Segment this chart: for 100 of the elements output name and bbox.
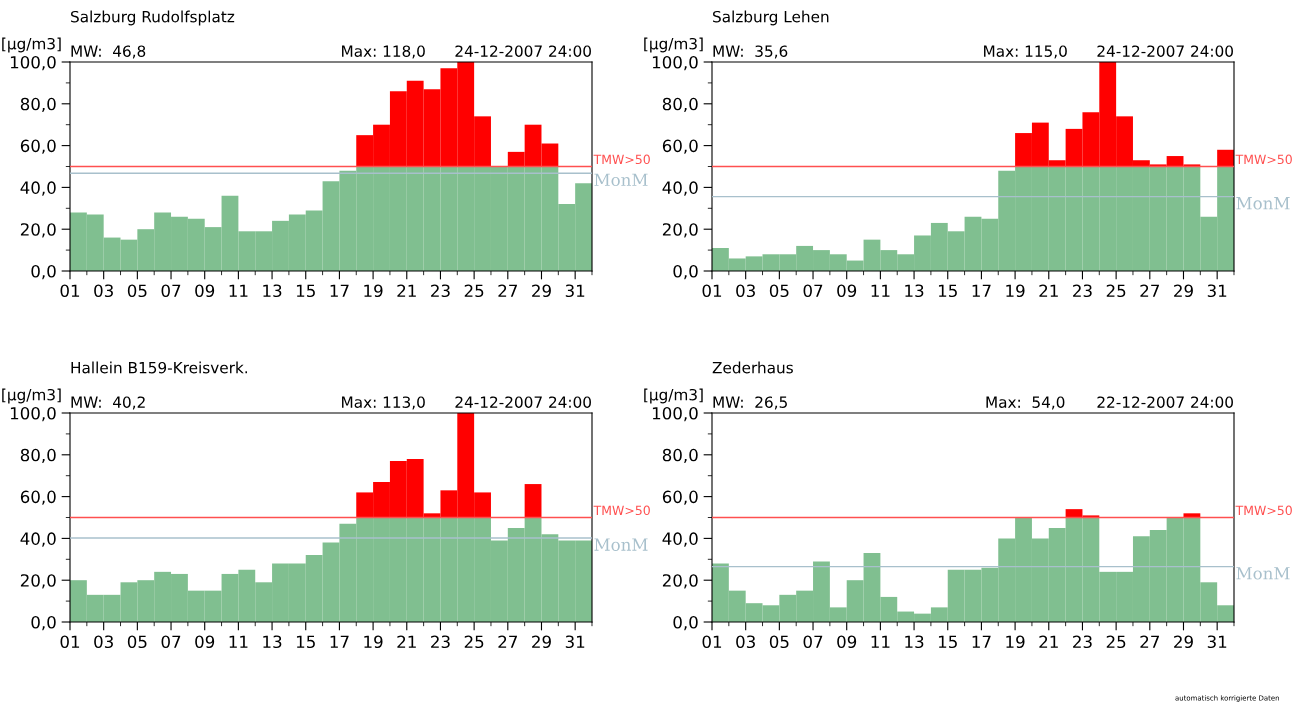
text: Max: 54,0 (986, 396, 1065, 410)
text: MW: 46,8 (71, 45, 146, 59)
x-tick-label: 29 (532, 284, 551, 298)
x-tick-label: 09 (837, 284, 857, 298)
chart-title: Zederhaus (712, 361, 793, 374)
x-tick-label: 29 (1174, 635, 1193, 649)
x-tick-label: 01 (702, 635, 722, 649)
text: 24-12-2007 24:00 (455, 396, 591, 408)
y-tick-label: 100,0 (10, 55, 56, 71)
x-tick-label: 23 (431, 284, 450, 298)
ref-line-label: TMW>50 (1235, 505, 1292, 516)
x-tick-label: 23 (1073, 284, 1092, 298)
x-tick-label: 27 (1140, 635, 1159, 648)
x-tick-label: 11 (871, 635, 890, 648)
x-tick-label: 23 (1073, 635, 1092, 649)
x-tick-label: 21 (397, 635, 416, 648)
text: Max: 115,0 (984, 45, 1067, 59)
y-tick-label: 100,0 (652, 406, 698, 422)
x-tick-label: 11 (871, 284, 890, 297)
x-tick-label: 11 (229, 284, 248, 297)
ref-line-label: MonM (1236, 567, 1290, 580)
y-tick-label: 80,0 (662, 97, 698, 113)
x-tick-label: 27 (498, 635, 517, 648)
y-tick-label: 80,0 (20, 448, 56, 464)
x-tick-label: 15 (938, 284, 957, 298)
y-tick-label: 40,0 (662, 181, 698, 196)
x-tick-label: 03 (736, 284, 755, 298)
x-tick-label: 03 (94, 284, 113, 298)
x-tick-label: 31 (1207, 635, 1227, 649)
x-tick-label: 29 (532, 635, 551, 649)
chart-title: Salzburg Rudolfsplatz (71, 10, 235, 26)
x-tick-label: 01 (60, 635, 80, 649)
text: Max: 113,0 (342, 396, 425, 410)
y-tick-label: 60,0 (662, 139, 698, 154)
x-tick-label: 13 (263, 284, 282, 298)
x-tick-label: 27 (1140, 284, 1159, 297)
x-tick-label: 17 (330, 635, 349, 648)
ref-line-label: TMW>50 (1235, 154, 1292, 165)
y-tick-label: 20,0 (20, 223, 56, 238)
chart-title: Hallein B159-Kreisverk. (71, 361, 248, 374)
text: MW: 26,5 (713, 396, 787, 410)
y-tick-label: 100,0 (10, 406, 56, 422)
ref-line-label: TMW>50 (593, 154, 650, 165)
x-tick-label: 19 (364, 635, 383, 649)
text: 24-12-2007 24:00 (1097, 45, 1233, 57)
y-tick-label: 80,0 (20, 97, 56, 113)
x-tick-label: 05 (127, 635, 147, 649)
text: 22-12-2007 24:00 (1097, 396, 1233, 408)
text: MW: 40,2 (71, 396, 145, 410)
y-axis-title: [µg/m3] (2, 37, 61, 53)
x-tick-label: 05 (769, 284, 789, 298)
y-tick-label: 0,0 (31, 264, 56, 280)
y-tick-label: 60,0 (662, 490, 698, 505)
x-tick-label: 07 (803, 284, 823, 298)
y-tick-label: 60,0 (20, 490, 56, 505)
ref-line-label: MonM (594, 538, 648, 551)
x-tick-label: 09 (837, 635, 857, 649)
x-tick-label: 01 (60, 284, 80, 298)
x-tick-label: 07 (803, 635, 823, 649)
x-tick-label: 17 (330, 284, 349, 297)
x-tick-label: 05 (769, 635, 789, 649)
x-tick-label: 15 (296, 635, 315, 649)
y-axis-title: [µg/m3] (644, 37, 703, 53)
ref-line-label: MonM (1236, 197, 1290, 210)
y-tick-label: 0,0 (31, 615, 56, 631)
x-tick-label: 17 (972, 635, 991, 648)
y-tick-label: 80,0 (662, 448, 698, 464)
x-tick-label: 03 (94, 635, 113, 649)
x-tick-label: 13 (263, 635, 282, 649)
x-tick-label: 01 (702, 284, 722, 298)
x-tick-label: 31 (1207, 284, 1227, 298)
x-tick-label: 25 (464, 635, 484, 649)
y-tick-label: 40,0 (662, 532, 698, 547)
x-tick-label: 17 (972, 284, 991, 297)
x-tick-label: 05 (127, 284, 147, 298)
x-tick-label: 27 (498, 284, 517, 297)
x-tick-label: 31 (565, 635, 585, 649)
y-axis-title: [µg/m3] (2, 388, 61, 404)
y-tick-label: 20,0 (662, 223, 698, 238)
y-tick-label: 100,0 (652, 55, 698, 71)
text: 24-12-2007 24:00 (455, 45, 591, 57)
y-tick-label: 40,0 (20, 181, 56, 196)
y-tick-label: 0,0 (673, 264, 698, 280)
x-tick-label: 15 (938, 635, 957, 649)
x-tick-label: 21 (397, 284, 416, 297)
x-tick-label: 21 (1039, 284, 1058, 297)
x-tick-label: 09 (195, 635, 215, 649)
chart-title: Salzburg Lehen (713, 10, 829, 26)
x-tick-label: 19 (1006, 284, 1025, 298)
x-tick-label: 25 (464, 284, 484, 298)
y-tick-label: 40,0 (20, 532, 56, 547)
x-tick-label: 15 (296, 284, 315, 298)
ref-line-label: TMW>50 (593, 505, 650, 516)
x-tick-label: 19 (364, 284, 383, 298)
text: MW: 35,6 (713, 45, 788, 59)
ref-line-label: MonM (594, 173, 648, 187)
x-tick-label: 09 (195, 284, 215, 298)
x-tick-label: 13 (905, 635, 924, 649)
text: Max: 118,0 (342, 45, 425, 59)
y-tick-label: 20,0 (20, 574, 56, 589)
